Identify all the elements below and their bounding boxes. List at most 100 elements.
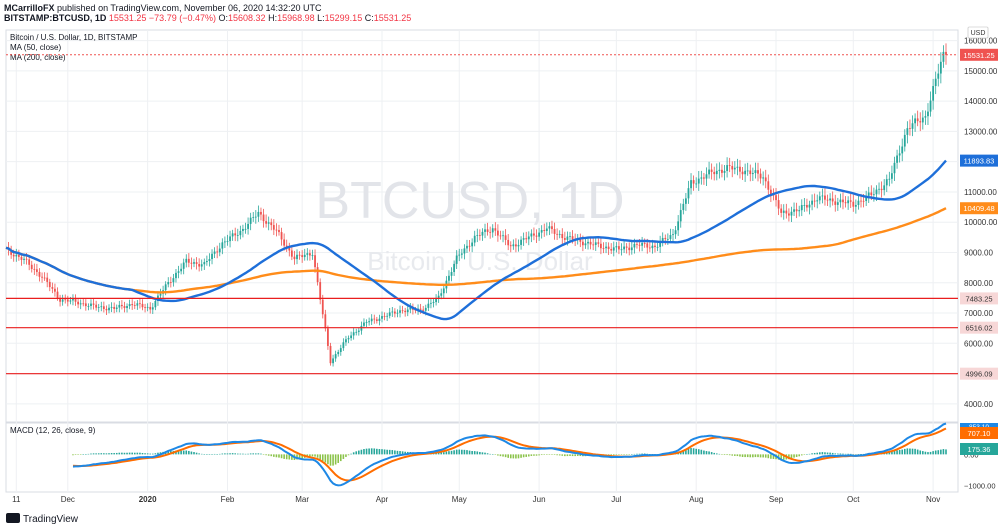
candle-body bbox=[43, 277, 46, 279]
candle-body bbox=[386, 315, 389, 317]
candle-body bbox=[393, 311, 396, 314]
macd-histogram-bar bbox=[520, 454, 522, 458]
candle-body bbox=[265, 221, 268, 224]
macd-histogram-bar bbox=[744, 454, 746, 458]
candle-body bbox=[164, 284, 167, 291]
candle-body bbox=[703, 177, 705, 179]
ma50-price-label: 11893.83 bbox=[964, 157, 995, 166]
candle-body bbox=[656, 246, 659, 248]
candle-body bbox=[885, 179, 888, 186]
candle-body bbox=[303, 254, 306, 258]
macd-histogram-bar bbox=[471, 451, 473, 455]
candle-body bbox=[25, 258, 28, 260]
candle-body bbox=[213, 251, 216, 254]
macd-histogram-bar bbox=[146, 453, 149, 455]
candle-body bbox=[548, 226, 551, 229]
candle-body bbox=[17, 254, 20, 257]
macd-histogram-bar bbox=[337, 454, 340, 463]
macd-histogram-bar bbox=[324, 454, 327, 463]
macd-histogram-bar bbox=[211, 454, 213, 455]
candle-body bbox=[311, 255, 314, 257]
time-tick-label: Dec bbox=[61, 495, 75, 504]
candle-body bbox=[891, 173, 893, 179]
price-tick-label: 13000.00 bbox=[964, 127, 998, 136]
macd-histogram-bar bbox=[298, 454, 301, 459]
macd-histogram-bar bbox=[643, 453, 646, 455]
macd-histogram-bar bbox=[548, 454, 551, 455]
price-tick-label: 4000.00 bbox=[964, 400, 993, 409]
candle-body bbox=[834, 201, 837, 205]
macd-histogram-bar bbox=[631, 454, 633, 455]
macd-histogram-bar bbox=[321, 454, 324, 461]
macd-histogram-bar bbox=[262, 454, 265, 455]
macd-histogram-bar bbox=[625, 454, 628, 455]
candle-body bbox=[775, 195, 777, 201]
macd-histogram-bar bbox=[718, 453, 721, 455]
candle-body bbox=[316, 267, 319, 283]
macd-histogram-bar bbox=[458, 449, 461, 455]
candle-body bbox=[378, 318, 381, 321]
footer: TradingView bbox=[0, 508, 1000, 528]
candle-body bbox=[731, 166, 734, 170]
candle-body bbox=[72, 299, 74, 301]
candle-body bbox=[857, 200, 860, 205]
macd-histogram-bar bbox=[466, 450, 468, 455]
tradingview-logo[interactable]: TradingView bbox=[6, 513, 78, 525]
candle-body bbox=[710, 169, 713, 172]
publisher-name[interactable]: MCarrilloFX bbox=[4, 3, 55, 13]
publish-line: MCarrilloFX published on TradingView.com… bbox=[4, 3, 322, 13]
macd-histogram-bar bbox=[234, 453, 237, 455]
candle-body bbox=[419, 308, 422, 310]
candle-body bbox=[288, 247, 291, 251]
macd-histogram-bar bbox=[929, 451, 932, 455]
macd-histogram-bar bbox=[376, 448, 378, 455]
candle-body bbox=[177, 271, 180, 273]
macd-histogram-bar bbox=[291, 454, 293, 460]
macd-histogram-bar bbox=[527, 454, 530, 457]
macd-histogram-bar bbox=[365, 448, 368, 455]
macd-histogram-bar bbox=[329, 454, 332, 466]
candle-body bbox=[440, 293, 443, 296]
macd-histogram-bar bbox=[283, 454, 285, 459]
macd-histogram-bar bbox=[203, 454, 206, 455]
candle-body bbox=[381, 316, 383, 319]
macd-histogram-bar bbox=[903, 448, 906, 455]
macd-histogram-bar bbox=[118, 452, 121, 455]
candle-body bbox=[762, 177, 765, 179]
macd-histogram-bar bbox=[829, 452, 831, 455]
candle-body bbox=[880, 188, 883, 191]
candle-body bbox=[641, 243, 644, 246]
macd-histogram-bar bbox=[247, 453, 249, 455]
macd-histogram-bar bbox=[190, 451, 193, 455]
macd-histogram-bar bbox=[448, 451, 450, 455]
candle-body bbox=[185, 258, 188, 263]
macd-histogram-bar bbox=[133, 452, 136, 455]
time-tick-label: Aug bbox=[689, 495, 703, 504]
level-price-label: 7483.25 bbox=[965, 294, 992, 303]
candle-body bbox=[226, 241, 229, 242]
macd-histogram-bar bbox=[767, 454, 770, 459]
macd-histogram-bar bbox=[749, 454, 752, 458]
macd-histogram-bar bbox=[731, 454, 734, 456]
candle-body bbox=[375, 319, 378, 321]
price-chart[interactable]: 4000.005000.006000.007000.008000.009000.… bbox=[0, 0, 1000, 508]
macd-histogram-bar bbox=[399, 451, 401, 455]
candle-body bbox=[108, 307, 110, 311]
candle-body bbox=[149, 306, 152, 310]
macd-histogram-bar bbox=[803, 454, 806, 455]
macd-histogram-bar bbox=[391, 450, 394, 455]
macd-histogram-bar bbox=[746, 454, 749, 458]
macd-histogram-bar bbox=[772, 454, 775, 459]
candle-body bbox=[594, 242, 597, 245]
macd-histogram-bar bbox=[394, 450, 396, 455]
candle-body bbox=[337, 351, 340, 355]
candle-body bbox=[726, 165, 728, 171]
macd-histogram-bar bbox=[368, 448, 370, 455]
candle-body bbox=[566, 236, 569, 240]
macd-histogram-bar bbox=[934, 450, 937, 455]
macd-histogram-bar bbox=[839, 453, 842, 455]
macd-histogram-bar bbox=[849, 453, 852, 455]
macd-histogram-bar bbox=[236, 453, 239, 455]
candle-body bbox=[30, 264, 33, 269]
macd-histogram-bar bbox=[481, 452, 484, 455]
